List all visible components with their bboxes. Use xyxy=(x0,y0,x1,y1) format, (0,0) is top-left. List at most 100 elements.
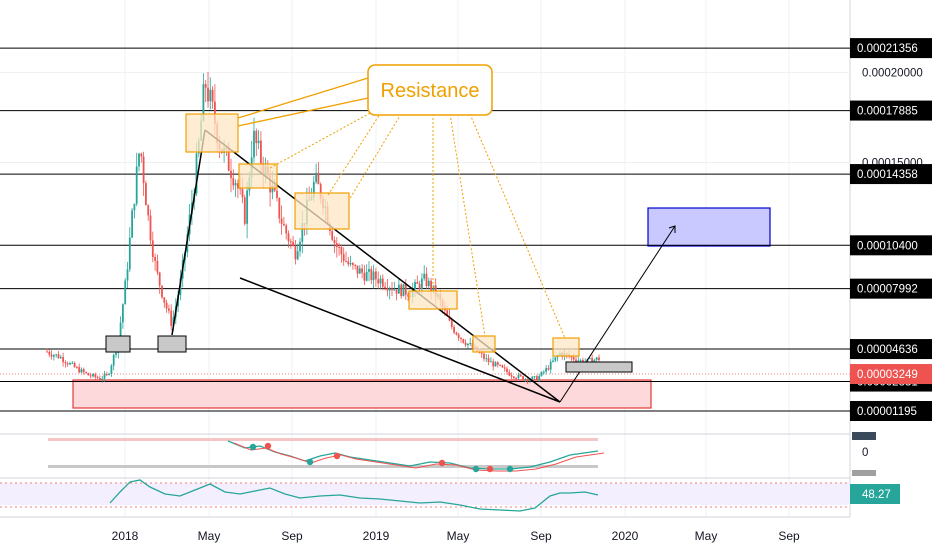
trend-drawings xyxy=(105,77,676,403)
last-price-tag xyxy=(850,364,932,385)
candle-body xyxy=(430,280,432,292)
candle-body xyxy=(122,304,124,323)
candle-body xyxy=(347,261,350,265)
candle-body xyxy=(421,278,423,289)
candle-body xyxy=(598,357,600,361)
resistance-callout[interactable]: Resistance xyxy=(367,64,493,116)
candle-body xyxy=(414,282,416,290)
candle-body xyxy=(59,357,62,359)
candle-body xyxy=(69,363,71,365)
candle-body xyxy=(255,130,258,144)
candle-body xyxy=(386,288,389,291)
resistance-box xyxy=(408,290,458,310)
candle-body xyxy=(211,89,214,102)
candle-body xyxy=(80,369,83,373)
candle-body xyxy=(455,332,458,335)
candle-body xyxy=(513,376,515,378)
level-price-tag xyxy=(850,339,932,360)
candle-body xyxy=(354,264,357,266)
macd-cross-dot xyxy=(249,443,257,451)
candle-body xyxy=(271,185,274,193)
candle-body xyxy=(209,89,212,102)
candle-body xyxy=(356,265,359,274)
time-tick-label: May xyxy=(695,529,718,543)
candle-body xyxy=(391,288,393,291)
candle-body xyxy=(292,241,294,246)
candle-body xyxy=(460,337,462,340)
candle-body xyxy=(163,297,166,303)
candle-body xyxy=(338,246,340,248)
candle-body xyxy=(398,284,400,294)
candle-body xyxy=(349,263,352,265)
candle-body xyxy=(480,352,483,354)
candle-body xyxy=(128,237,131,270)
macd-cross-dot xyxy=(472,465,480,473)
chart-zones xyxy=(72,207,771,409)
rsi-value-label: 48.27 xyxy=(862,489,891,501)
candle-body xyxy=(595,357,598,360)
candle-body xyxy=(572,356,575,360)
candle-body xyxy=(66,363,69,365)
candle-body xyxy=(381,278,384,287)
rsi-indicator[interactable]: 48.27 xyxy=(0,477,900,512)
price-axis[interactable]: 0.000300000.000250000.000200000.00015000… xyxy=(850,0,932,421)
candle-body xyxy=(96,377,99,379)
candle-body xyxy=(552,360,554,362)
candle-body xyxy=(529,379,531,381)
candle-body xyxy=(570,356,573,358)
macd-indicator[interactable]: 0 xyxy=(0,432,876,476)
candle-body xyxy=(99,378,101,380)
time-tick-label: Sep xyxy=(530,529,552,543)
time-tick-label: Sep xyxy=(281,529,303,543)
candle-body xyxy=(89,375,92,377)
candle-body xyxy=(115,352,117,355)
candle-body xyxy=(257,140,260,144)
candle-body xyxy=(464,342,467,346)
candle-body xyxy=(133,203,136,211)
candle-body xyxy=(73,362,76,368)
candle-body xyxy=(536,376,538,381)
candle-body xyxy=(230,170,232,179)
candle-body xyxy=(78,367,81,373)
candle-body xyxy=(508,372,511,376)
rsi-line xyxy=(109,479,599,512)
candle-body xyxy=(280,218,283,224)
time-axis[interactable]: 2018 May Sep 2019 May Sep 2020 May Sep xyxy=(0,516,850,543)
candle-body xyxy=(575,359,577,362)
callout-dotted-pointer xyxy=(348,113,402,201)
candle-body xyxy=(496,362,499,365)
candle-body xyxy=(204,84,207,88)
rally-line xyxy=(171,129,206,336)
candle-body xyxy=(287,233,290,242)
candle-body xyxy=(487,358,490,363)
candle-body xyxy=(363,272,366,281)
candle-body xyxy=(149,215,152,241)
level-price-label: 0.00010400 xyxy=(857,240,918,252)
candle-body xyxy=(494,362,497,367)
candle-body xyxy=(361,268,363,273)
candle-body xyxy=(395,289,398,294)
candle-body xyxy=(423,273,426,279)
resistance-box xyxy=(294,192,350,230)
candle-body xyxy=(151,240,154,258)
candle-body xyxy=(591,357,593,364)
time-tick-label: May xyxy=(198,529,221,543)
candle-body xyxy=(110,365,113,374)
candle-body xyxy=(195,153,198,194)
candle-body xyxy=(372,271,375,281)
candle-body xyxy=(515,377,518,379)
candle-body xyxy=(237,183,239,189)
level-price-tag xyxy=(850,100,932,121)
callout-dotted-pointer xyxy=(469,113,566,339)
candle-body xyxy=(156,260,159,273)
macd-cross-dot xyxy=(306,458,314,466)
candle-body xyxy=(85,372,87,374)
candle-body xyxy=(53,355,55,357)
price-tick-label: 0.00020000 xyxy=(862,68,923,80)
level-price-tag xyxy=(850,235,932,256)
candle-body xyxy=(490,361,492,363)
candle-body xyxy=(202,84,205,121)
candle-body xyxy=(407,294,409,297)
candle-body xyxy=(147,205,150,216)
